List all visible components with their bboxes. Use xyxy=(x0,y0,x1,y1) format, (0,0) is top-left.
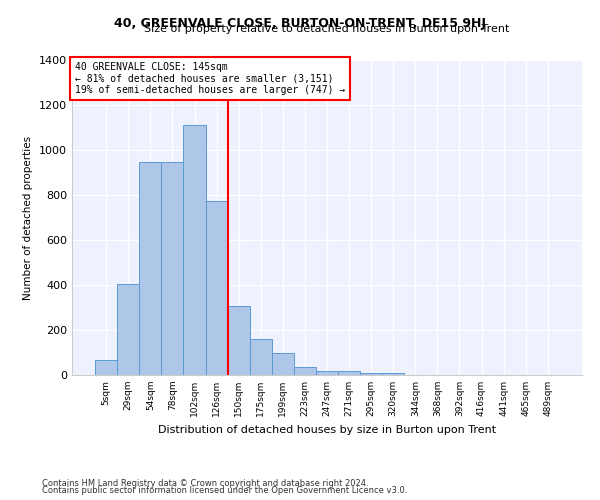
Bar xyxy=(139,162,161,375)
Text: Contains HM Land Registry data © Crown copyright and database right 2024.: Contains HM Land Registry data © Crown c… xyxy=(42,478,368,488)
X-axis label: Distribution of detached houses by size in Burton upon Trent: Distribution of detached houses by size … xyxy=(158,424,496,434)
Bar xyxy=(294,367,316,375)
Bar xyxy=(227,306,250,375)
Title: Size of property relative to detached houses in Burton upon Trent: Size of property relative to detached ho… xyxy=(145,24,509,34)
Bar xyxy=(250,339,272,375)
Bar xyxy=(272,352,294,375)
Bar xyxy=(382,373,404,375)
Bar xyxy=(161,162,184,375)
Bar xyxy=(184,125,206,375)
Bar xyxy=(316,371,338,375)
Bar xyxy=(206,200,227,375)
Bar xyxy=(117,284,139,375)
Bar xyxy=(338,370,360,375)
Bar xyxy=(360,373,382,375)
Y-axis label: Number of detached properties: Number of detached properties xyxy=(23,136,34,300)
Text: 40 GREENVALE CLOSE: 145sqm
← 81% of detached houses are smaller (3,151)
19% of s: 40 GREENVALE CLOSE: 145sqm ← 81% of deta… xyxy=(74,62,345,95)
Text: Contains public sector information licensed under the Open Government Licence v3: Contains public sector information licen… xyxy=(42,486,407,495)
Bar xyxy=(95,360,117,375)
Text: 40, GREENVALE CLOSE, BURTON-ON-TRENT, DE15 9HJ: 40, GREENVALE CLOSE, BURTON-ON-TRENT, DE… xyxy=(114,18,486,30)
